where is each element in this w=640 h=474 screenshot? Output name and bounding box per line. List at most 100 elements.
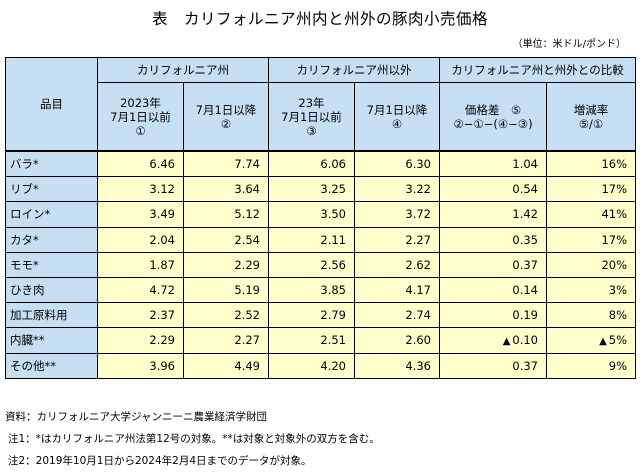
header-line: 価格差 ⑤	[464, 102, 522, 117]
cell-out-before: 3.25	[268, 176, 355, 203]
cell-ca-before: 3.96	[97, 352, 184, 379]
header-line: 7月1日以前	[281, 109, 342, 124]
minus-triangle-icon: ▲	[502, 336, 511, 348]
cell-out-after: 3.22	[354, 176, 440, 203]
cell-value: 3.12	[149, 182, 175, 197]
cell-value: 1.42	[512, 207, 538, 222]
cell-value: 2.27	[405, 232, 431, 247]
cell-value: 41%	[601, 207, 628, 222]
cell-out-after: 4.36	[354, 352, 440, 379]
cell-out-after: 2.62	[354, 251, 440, 278]
cell-ca-before: 3.12	[97, 176, 184, 203]
header-line: 23年	[298, 95, 325, 110]
cell-change-rate: 9%	[545, 352, 637, 379]
item-name: カタ*	[5, 226, 98, 253]
cell-ca-before: 2.37	[97, 302, 184, 329]
col-header-ca-before: 2023年 7月1日以前 ①	[97, 82, 184, 152]
group-header-outside: カリフォルニア州以外	[268, 57, 440, 83]
cell-change-rate: 41%	[545, 201, 637, 228]
cell-value: 2.60	[405, 333, 431, 348]
cell-ca-before: 4.72	[97, 276, 184, 304]
cell-change-rate: 3%	[545, 276, 637, 304]
cell-out-before: 2.56	[268, 251, 355, 278]
cell-value: 0.37	[512, 358, 538, 373]
header-line: 7月1日以降	[195, 102, 257, 117]
cell-price-diff: 0.37	[439, 352, 547, 379]
source-note: 資料：カリフォルニア大学ジャンニーニ農業経済学財団	[5, 411, 267, 423]
cell-value: 5.12	[234, 207, 260, 222]
cell-change-rate: 8%	[545, 302, 637, 329]
cell-value: 4.17	[405, 283, 431, 298]
cell-value: 2.37	[149, 308, 175, 323]
cell-value: 6.06	[320, 157, 346, 172]
item-name: ひき肉	[5, 276, 98, 304]
cell-price-diff: 0.37	[439, 251, 547, 278]
table-row: ひき肉 4.72 5.19 3.85 4.17 0.14 3%	[5, 276, 637, 304]
cell-value: 2.11	[320, 232, 346, 247]
item-name: モモ*	[5, 251, 98, 278]
cell-value: 0.14	[512, 283, 538, 298]
cell-change-rate: 16%	[545, 150, 637, 178]
cell-out-after: 4.17	[354, 276, 440, 304]
cell-value: 2.04	[149, 232, 175, 247]
cell-value: 0.10	[512, 333, 538, 348]
header-line: 7月1日以前	[110, 109, 171, 124]
table-title: 表 カリフォルニア州内と州外の豚肉小売価格	[151, 10, 488, 28]
item-name: その他**	[5, 352, 98, 379]
cell-ca-before: 2.29	[97, 327, 184, 354]
item-name: バラ*	[5, 150, 98, 178]
cell-out-before: 2.51	[268, 327, 355, 354]
cell-change-rate: 17%	[545, 176, 637, 203]
header-line: ③	[306, 123, 317, 138]
cell-value: 2.29	[234, 257, 260, 272]
item-name: 内臓**	[5, 327, 98, 354]
group-header-california: カリフォルニア州	[97, 57, 269, 83]
cell-change-rate: 20%	[545, 251, 637, 278]
cell-out-before: 4.20	[268, 352, 355, 379]
col-header-out-after: 7月1日以降 ④	[354, 82, 440, 152]
cell-value: 2.29	[149, 333, 175, 348]
table-row: モモ* 1.87 2.29 2.56 2.62 0.37 20%	[5, 251, 637, 278]
note-2: 注2：2019年10月1日から2024年2月4日までのデータが対象。	[8, 455, 312, 467]
header-line: 2023年	[120, 95, 161, 110]
cell-ca-after: 4.49	[183, 352, 269, 379]
cell-value: 20%	[601, 257, 628, 272]
cell-value: 2.27	[234, 333, 260, 348]
cell-value: 3.22	[405, 182, 431, 197]
minus-triangle-icon: ▲	[599, 336, 607, 348]
cell-value: 8%	[608, 308, 628, 323]
notes: 資料：カリフォルニア大学ジャンニーニ農業経済学財団 注1：*はカリフォルニア州法…	[5, 406, 380, 472]
cell-ca-after: 2.27	[183, 327, 269, 354]
cell-value: 4.49	[234, 358, 260, 373]
table-row: バラ* 6.46 7.74 6.06 6.30 1.04 16%	[5, 150, 637, 178]
cell-value: 4.20	[320, 358, 346, 373]
item-name: ロイン*	[5, 201, 98, 228]
table-row: リブ* 3.12 3.64 3.25 3.22 0.54 17%	[5, 176, 637, 203]
cell-price-diff: ▲ 0.10	[439, 327, 547, 354]
group-header-comparison: カリフォルニア州と州外との比較	[438, 57, 637, 83]
cell-out-after: 2.60	[354, 327, 440, 354]
table-row: 加工原料用 2.37 2.52 2.79 2.74 0.19 8%	[5, 302, 637, 329]
cell-price-diff: 1.42	[439, 201, 547, 228]
cell-value: 3.96	[149, 358, 175, 373]
cell-value: 3%	[608, 283, 628, 298]
cell-value: 2.54	[234, 232, 260, 247]
cell-change-rate: 17%	[545, 226, 637, 253]
cell-ca-after: 5.19	[183, 276, 269, 304]
cell-value: 17%	[601, 182, 628, 197]
header-line: 増減率	[573, 102, 609, 117]
cell-change-rate: ▲ 5%	[545, 327, 637, 354]
cell-value: 0.19	[512, 308, 538, 323]
cell-value: 1.04	[512, 157, 538, 172]
header-line: ①	[135, 123, 146, 138]
cell-price-diff: 0.35	[439, 226, 547, 253]
cell-value: 2.79	[320, 308, 346, 323]
cell-value: 3.25	[320, 182, 346, 197]
header-line: 7月1日以降	[366, 102, 428, 117]
cell-ca-after: 2.52	[183, 302, 269, 329]
cell-out-after: 2.27	[354, 226, 440, 253]
cell-value: 7.74	[234, 157, 260, 172]
cell-out-after: 3.72	[354, 201, 440, 228]
cell-ca-after: 2.54	[183, 226, 269, 253]
header-line: ②	[220, 116, 232, 131]
